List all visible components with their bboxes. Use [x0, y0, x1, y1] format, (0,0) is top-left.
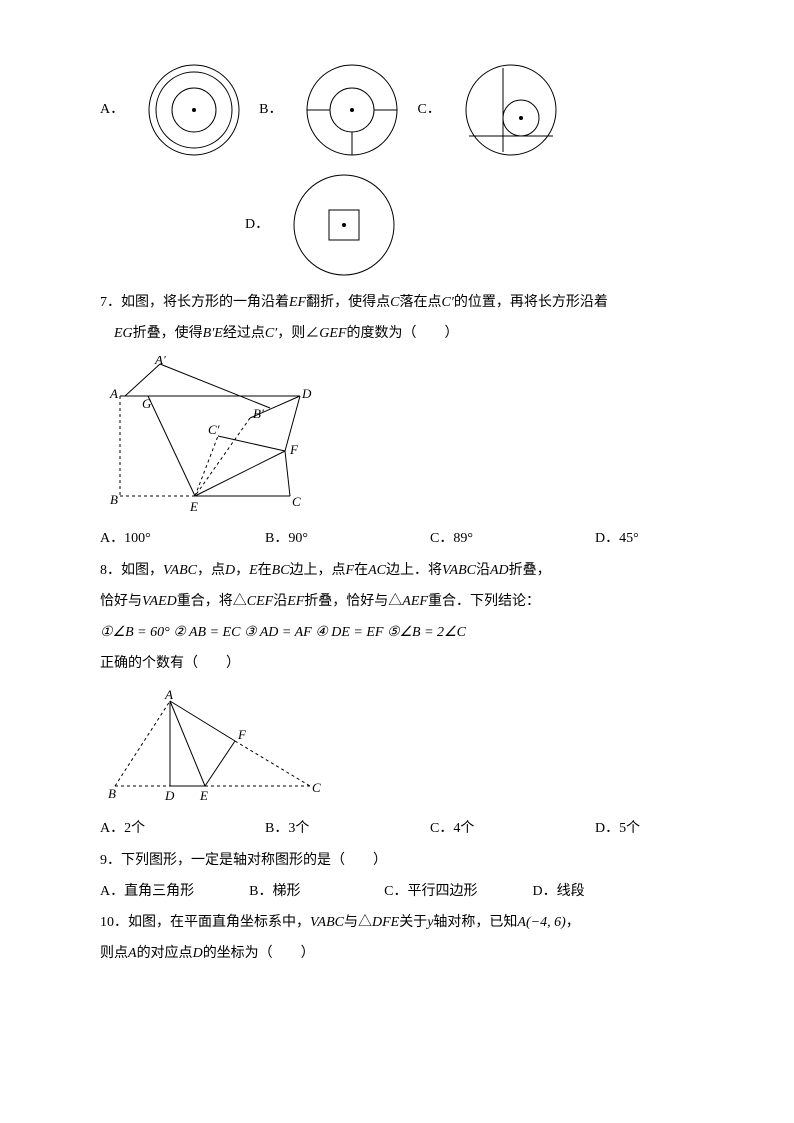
q10-text-line1: 10．如图，在平面直角坐标系中，VABC与△DFE关于y轴对称，已知A(−4, … — [100, 910, 694, 935]
q8-text-line2: 恰好与VAED重合，将△CEF沿EF折叠，恰好与△AEF重合．下列结论： — [100, 589, 694, 614]
option-b-label: B． — [259, 97, 282, 122]
q9-opt-d: D．线段 — [532, 879, 612, 904]
svg-text:B: B — [108, 786, 116, 801]
figure-6d — [289, 170, 399, 280]
q8-opt-d: D．5个 — [595, 816, 675, 841]
q8-opt-b: B．3个 — [265, 816, 345, 841]
q9-opt-a: A．直角三角形 — [100, 879, 194, 904]
q9-opt-c: C．平行四边形 — [384, 879, 477, 904]
svg-text:C′: C′ — [208, 422, 220, 437]
q8-text-line1: 8．如图，VABC，点D，E在BC边上，点F在AC边上．将VABC沿AD折叠， — [100, 558, 694, 583]
figure-6c — [461, 60, 561, 160]
svg-text:C: C — [312, 780, 321, 795]
q7-opt-d: D．45° — [595, 526, 675, 551]
svg-text:D: D — [164, 788, 175, 803]
q7-options: A．100° B．90° C．89° D．45° — [100, 526, 694, 551]
q8-conclusions: ①∠B = 60° ② AB = EC ③ AD = AF ④ DE = EF … — [100, 620, 694, 645]
q7-text: 7．如图，将长方形的一角沿着EF翻折，使得点C落在点C′的位置，再将长方形沿着 — [100, 290, 694, 315]
option-a-label: A． — [100, 97, 124, 122]
q8-figure: A F B D E C — [100, 686, 694, 806]
svg-text:A′: A′ — [154, 356, 166, 367]
svg-text:E: E — [199, 788, 208, 803]
svg-text:D: D — [301, 386, 312, 401]
q7-opt-a: A．100° — [100, 526, 180, 551]
svg-text:F: F — [237, 727, 247, 742]
q7-figure: G A′ A D B′ C′ F B E C — [100, 356, 694, 516]
svg-text:C: C — [292, 494, 301, 509]
q9-options: A．直角三角形 B．梯形 C．平行四边形 D．线段 — [100, 879, 694, 904]
q9-opt-b: B．梯形 — [249, 879, 329, 904]
q8-options: A．2个 B．3个 C．4个 D．5个 — [100, 816, 694, 841]
q10-text-line2: 则点A的对应点D的坐标为（ ） — [100, 941, 694, 966]
q8-opt-c: C．4个 — [430, 816, 510, 841]
figure-6a — [144, 60, 244, 160]
svg-text:G: G — [142, 396, 152, 411]
svg-text:B: B — [110, 492, 118, 507]
q6-options-row1: A． B． C． — [100, 60, 694, 160]
q8-text-prompt: 正确的个数有（ ） — [100, 651, 694, 676]
q7-opt-c: C．89° — [430, 526, 510, 551]
q9-text: 9．下列图形，一定是轴对称图形的是（ ） — [100, 848, 694, 873]
figure-6b — [302, 60, 402, 160]
svg-text:B′: B′ — [253, 406, 264, 421]
svg-text:E: E — [189, 499, 198, 514]
svg-text:A: A — [164, 687, 173, 702]
q6-options-row2: D． — [245, 170, 694, 280]
svg-text:A: A — [109, 386, 118, 401]
q7-text-line2: EG折叠，使得B′E经过点C′，则∠GEF的度数为（ ） — [100, 321, 694, 346]
q7-opt-b: B．90° — [265, 526, 345, 551]
option-c-label: C． — [417, 97, 440, 122]
option-d-label: D． — [245, 212, 269, 237]
q8-opt-a: A．2个 — [100, 816, 180, 841]
svg-text:F: F — [289, 442, 299, 457]
